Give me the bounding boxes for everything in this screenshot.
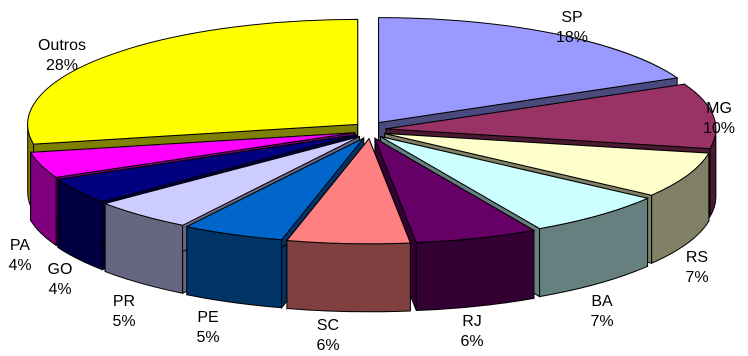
label-rj: RJ 6% xyxy=(460,313,483,350)
label-rj-percent: 6% xyxy=(460,333,483,350)
slice-go-top xyxy=(56,134,357,203)
label-rs-name: RS xyxy=(686,249,708,266)
label-go-name: GO xyxy=(48,261,73,278)
label-pr: PR 5% xyxy=(112,293,135,330)
label-rs: RS 7% xyxy=(685,249,708,286)
label-pr-percent: 5% xyxy=(112,313,135,330)
label-pa-percent: 4% xyxy=(8,257,31,274)
label-pa: PA 4% xyxy=(8,237,31,274)
label-sp-percent: 18% xyxy=(556,29,588,46)
label-rj-name: RJ xyxy=(462,313,482,330)
slices-layer xyxy=(27,17,717,313)
slice-sp-top xyxy=(378,17,679,124)
label-pa-name: PA xyxy=(10,237,30,254)
slice-rj xyxy=(373,137,536,312)
label-mg: MG 10% xyxy=(703,100,735,137)
slice-rj-top xyxy=(373,137,536,244)
label-rs-percent: 7% xyxy=(685,269,708,286)
label-pe-name: PE xyxy=(197,309,218,326)
slice-sc-top xyxy=(285,137,412,245)
label-mg-name: MG xyxy=(706,100,732,117)
label-outros-percent: 28% xyxy=(46,57,78,74)
slice-ba-top xyxy=(380,136,650,230)
label-ba-percent: 7% xyxy=(590,313,613,330)
slice-pe-top xyxy=(185,137,365,241)
label-outros-name: Outros xyxy=(38,37,86,54)
label-outros: Outros 28% xyxy=(38,37,86,74)
slice-rj-side xyxy=(415,229,535,312)
slice-rs-top xyxy=(384,132,710,196)
slice-outros-top xyxy=(27,18,359,145)
label-pe: PE 5% xyxy=(196,309,219,346)
slice-pa-top xyxy=(29,132,355,178)
label-ba-name: BA xyxy=(591,293,613,310)
label-mg-percent: 10% xyxy=(703,120,735,137)
labels-layer: SP 18%MG 10%RS 7%BA 7%RJ 6%SC 6%PE 5%PR 5%GO 4%PA… xyxy=(8,9,735,354)
slice-sc-side xyxy=(286,239,411,313)
label-ba: BA 7% xyxy=(590,293,613,330)
slice-mg-top xyxy=(385,83,717,150)
label-sc-name: SC xyxy=(317,317,339,334)
label-sp: SP 18% xyxy=(556,9,588,46)
label-sp-name: SP xyxy=(561,9,582,26)
label-go: GO 4% xyxy=(48,261,73,298)
label-pe-percent: 5% xyxy=(196,329,219,346)
label-pr-name: PR xyxy=(113,293,135,310)
slice-pr-top xyxy=(103,136,360,226)
label-go-percent: 4% xyxy=(48,281,71,298)
label-sc: SC 6% xyxy=(316,317,339,354)
slice-sc xyxy=(285,137,412,313)
label-sc-percent: 6% xyxy=(316,337,339,354)
